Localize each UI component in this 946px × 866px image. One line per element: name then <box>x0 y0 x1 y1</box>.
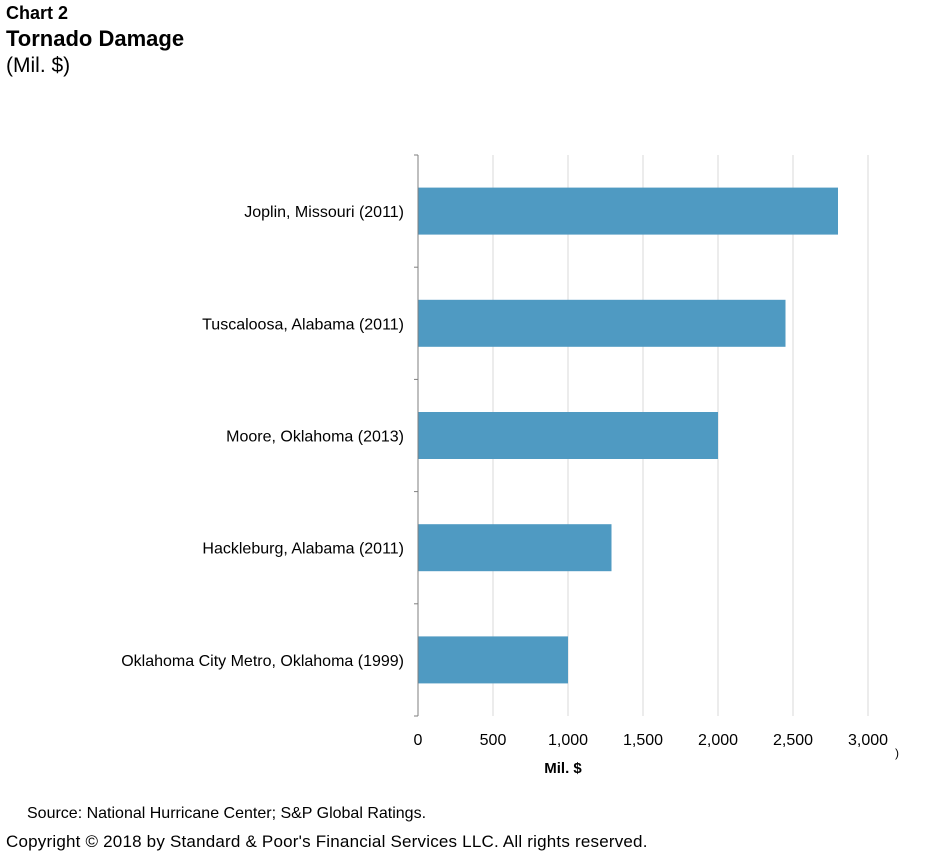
bar <box>418 636 568 684</box>
stray-mark: ) <box>895 746 899 760</box>
copyright-note: Copyright © 2018 by Standard & Poor's Fi… <box>6 832 648 851</box>
x-tick-label: 2,500 <box>773 732 813 749</box>
bar <box>418 187 838 235</box>
x-tick-label: 0 <box>414 732 423 749</box>
axes <box>414 154 419 717</box>
x-axis-title: Mil. $ <box>544 760 582 777</box>
bars <box>418 187 838 684</box>
x-tick-label: 500 <box>480 732 507 749</box>
category-label: Tuscaloosa, Alabama (2011) <box>202 316 404 333</box>
category-label: Joplin, Missouri (2011) <box>244 204 404 221</box>
chart-number: Chart 2 <box>6 3 69 23</box>
x-tick-label: 2,000 <box>698 732 738 749</box>
x-tick-label: 3,000 <box>848 732 888 749</box>
bar <box>418 412 718 459</box>
x-tick-label: 1,000 <box>548 732 588 749</box>
bar <box>418 524 612 572</box>
category-label: Oklahoma City Metro, Oklahoma (1999) <box>121 653 404 670</box>
category-label: Moore, Oklahoma (2013) <box>226 429 404 446</box>
chart-title: Tornado Damage <box>6 26 185 51</box>
source-note: Source: National Hurricane Center; S&P G… <box>27 805 427 822</box>
axis-labels: Joplin, Missouri (2011) Tuscaloosa, Alaba… <box>121 204 888 777</box>
chart-units: (Mil. $) <box>6 54 71 77</box>
bar <box>418 299 786 347</box>
x-tick-label: 1,500 <box>623 732 663 749</box>
category-label: Hackleburg, Alabama (2011) <box>202 541 404 558</box>
